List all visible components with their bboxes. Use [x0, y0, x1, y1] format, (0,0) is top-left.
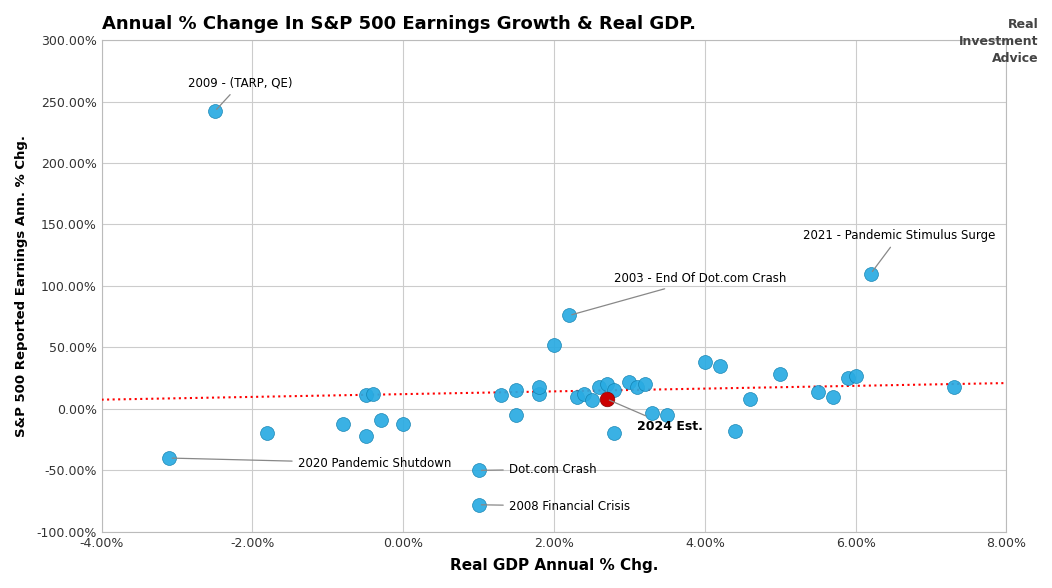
Point [561, 310, 578, 320]
Point [568, 392, 585, 401]
Point [470, 466, 487, 475]
Text: 2020 Pandemic Shutdown: 2020 Pandemic Shutdown [173, 457, 451, 470]
Point [492, 390, 509, 400]
Text: 2009 - (TARP, QE): 2009 - (TARP, QE) [188, 77, 292, 109]
Point [599, 380, 615, 389]
Point [772, 370, 789, 379]
Text: Annual % Change In S&P 500 Earnings Growth & Real GDP.: Annual % Change In S&P 500 Earnings Grow… [102, 15, 695, 33]
Point [711, 361, 728, 370]
Point [372, 415, 389, 425]
Point [810, 387, 827, 396]
Point [847, 371, 864, 380]
Y-axis label: S&P 500 Reported Earnings Ann. % Chg.: S&P 500 Reported Earnings Ann. % Chg. [15, 135, 28, 437]
Point [599, 395, 615, 404]
Point [530, 389, 547, 399]
Text: 2008 Financial Crisis: 2008 Financial Crisis [482, 500, 630, 513]
Point [508, 386, 525, 395]
Point [546, 340, 563, 350]
X-axis label: Real GDP Annual % Chg.: Real GDP Annual % Chg. [450, 558, 659, 573]
Point [825, 392, 842, 401]
Text: Dot.com Crash: Dot.com Crash [482, 463, 596, 476]
Text: 2024 Est.: 2024 Est. [609, 400, 703, 433]
Point [696, 358, 713, 367]
Point [161, 453, 178, 463]
Point [742, 395, 758, 404]
Point [727, 426, 744, 436]
Point [644, 408, 661, 417]
Point [335, 419, 351, 428]
Text: Real
Investment
Advice: Real Investment Advice [958, 18, 1038, 65]
Point [946, 382, 963, 392]
Point [606, 429, 623, 438]
Point [606, 386, 623, 395]
Point [621, 377, 638, 386]
Point [357, 390, 373, 400]
Point [508, 410, 525, 420]
Point [575, 389, 592, 399]
Text: 2003 - End Of Dot.com Crash: 2003 - End Of Dot.com Crash [572, 272, 787, 315]
Point [394, 419, 411, 428]
Point [628, 382, 645, 392]
Point [470, 500, 487, 509]
Point [583, 396, 600, 405]
Point [206, 106, 223, 116]
Point [839, 373, 856, 383]
Point [365, 389, 382, 399]
Point [863, 269, 879, 278]
Point [659, 410, 675, 420]
Point [530, 382, 547, 392]
Text: 2021 - Pandemic Stimulus Surge: 2021 - Pandemic Stimulus Surge [803, 229, 995, 272]
Point [591, 382, 608, 392]
Point [636, 380, 653, 389]
Point [357, 431, 373, 440]
Point [259, 429, 276, 438]
